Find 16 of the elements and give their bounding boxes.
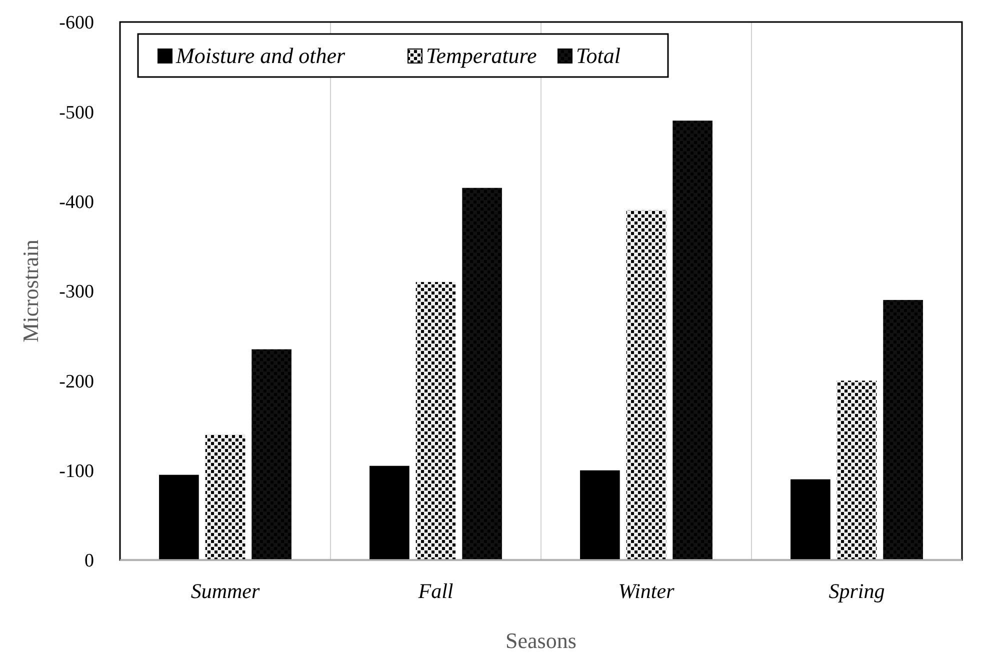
y-tick-label: -400 bbox=[59, 192, 94, 213]
y-tick-label: -600 bbox=[59, 12, 94, 34]
y-tick-label: -100 bbox=[59, 460, 94, 482]
legend-label: Moisture and other bbox=[175, 43, 346, 68]
x-tick-label: Winter bbox=[618, 579, 676, 603]
y-tick-label: -300 bbox=[59, 282, 94, 303]
y-tick-label: -500 bbox=[59, 102, 94, 124]
legend-label: Total bbox=[576, 43, 620, 68]
legend-label: Temperature bbox=[426, 43, 538, 68]
x-tick-label: Summer bbox=[190, 579, 260, 603]
x-axis-title: Seasons bbox=[506, 628, 576, 653]
y-tick-label: 0 bbox=[84, 550, 94, 572]
y-tick-label: -200 bbox=[59, 371, 94, 392]
x-tick-label: Spring bbox=[828, 579, 885, 603]
x-tick-label: Fall bbox=[417, 579, 454, 603]
y-axis-title: Microstrain bbox=[18, 240, 43, 342]
